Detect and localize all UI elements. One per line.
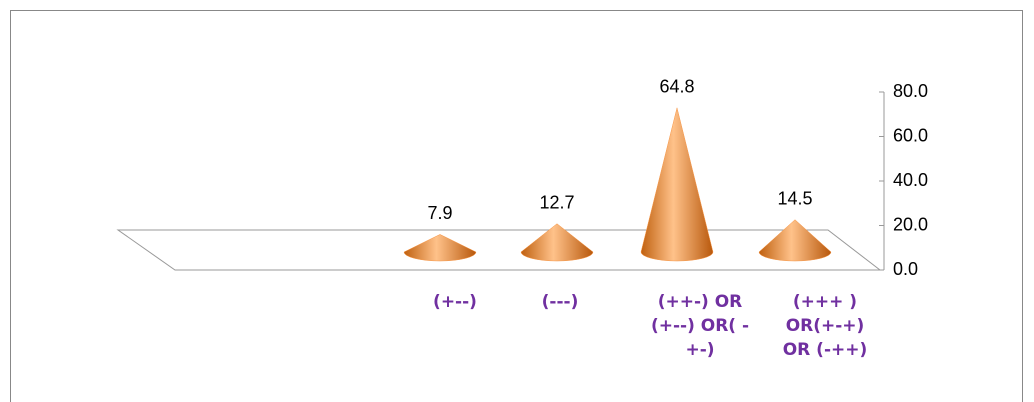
chart-border: [10, 10, 1023, 402]
y-tick-label: 0.0: [893, 259, 918, 279]
cone: [758, 219, 832, 262]
y-tick-label: 40.0: [893, 170, 928, 190]
x-tick-label: (+--): [433, 292, 477, 312]
y-tick-label: 80.0: [893, 81, 928, 101]
x-tick-label: (++-) OR (+--) OR( - +-): [650, 292, 750, 360]
y-tick-label: 60.0: [893, 125, 928, 145]
cone: [640, 107, 714, 262]
x-tick-label: (+++ ) OR(+-+) OR (-++): [782, 292, 868, 360]
cone: [520, 223, 594, 262]
value-label: 64.8: [659, 77, 694, 97]
value-label: 14.5: [777, 188, 812, 208]
value-label: 7.9: [427, 203, 452, 223]
y-tick-label: 20.0: [893, 214, 928, 234]
cone: [403, 234, 477, 262]
x-tick-label: (---): [541, 292, 579, 312]
value-label: 12.7: [539, 192, 574, 212]
